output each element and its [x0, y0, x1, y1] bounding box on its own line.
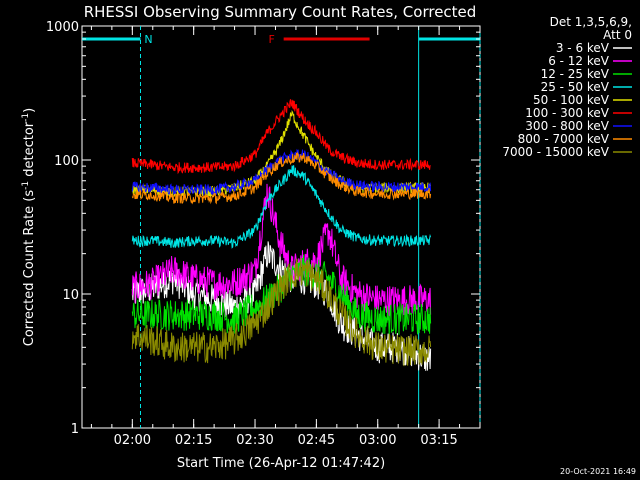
chart-title: RHESSI Observing Summary Count Rates, Co… — [84, 3, 477, 21]
legend-entry: 3 - 6 keV — [556, 41, 610, 55]
series-lines — [131, 99, 432, 371]
legend-header-1: Det 1,3,5,6,9, — [550, 15, 632, 29]
legend-entry: 50 - 100 keV — [533, 93, 610, 107]
x-tick-label: 03:15 — [420, 433, 457, 448]
timestamp: 20-Oct-2021 16:49 — [560, 467, 636, 476]
boundary-lines — [139, 26, 481, 428]
legend-entry: 800 - 7000 keV — [518, 132, 610, 146]
x-tick-label: 02:45 — [298, 433, 335, 448]
legend-entry: 12 - 25 keV — [541, 67, 610, 81]
axes: 02:00 02:15 02:30 02:45 03:00 03:15 1 10 100 1000 — [46, 20, 481, 448]
legend-entry: 6 - 12 keV — [548, 54, 610, 68]
y-tick-label: 100 — [54, 154, 79, 169]
series-line — [131, 165, 432, 249]
x-axis-label: Start Time (26-Apr-12 01:47:42) — [177, 456, 385, 471]
legend-entry: 25 - 50 keV — [541, 80, 610, 94]
series-line — [131, 183, 432, 317]
legend-entry: 7000 - 15000 keV — [502, 145, 609, 159]
series-line — [131, 257, 432, 367]
x-tick-label: 02:00 — [114, 433, 151, 448]
x-tick-label: 02:30 — [236, 433, 273, 448]
x-tick-label: 03:00 — [359, 433, 396, 448]
series-line — [131, 151, 432, 205]
series-line — [131, 99, 431, 175]
marker-label: F — [268, 33, 274, 46]
legend-header-2: Att 0 — [603, 28, 632, 42]
series-line — [131, 148, 432, 197]
y-tick-label: 1 — [71, 422, 79, 437]
y-axis-label: Corrected Count Rate (s-1 detector-1) — [21, 108, 37, 346]
marker-label: N — [144, 33, 152, 46]
legend-entry: 300 - 800 keV — [525, 119, 609, 133]
x-tick-label: 02:15 — [175, 433, 212, 448]
legend-entry: 100 - 300 keV — [525, 106, 609, 120]
plot-frame — [81, 25, 481, 429]
y-tick-label: 10 — [62, 288, 79, 303]
y-tick-label: 1000 — [46, 20, 79, 35]
